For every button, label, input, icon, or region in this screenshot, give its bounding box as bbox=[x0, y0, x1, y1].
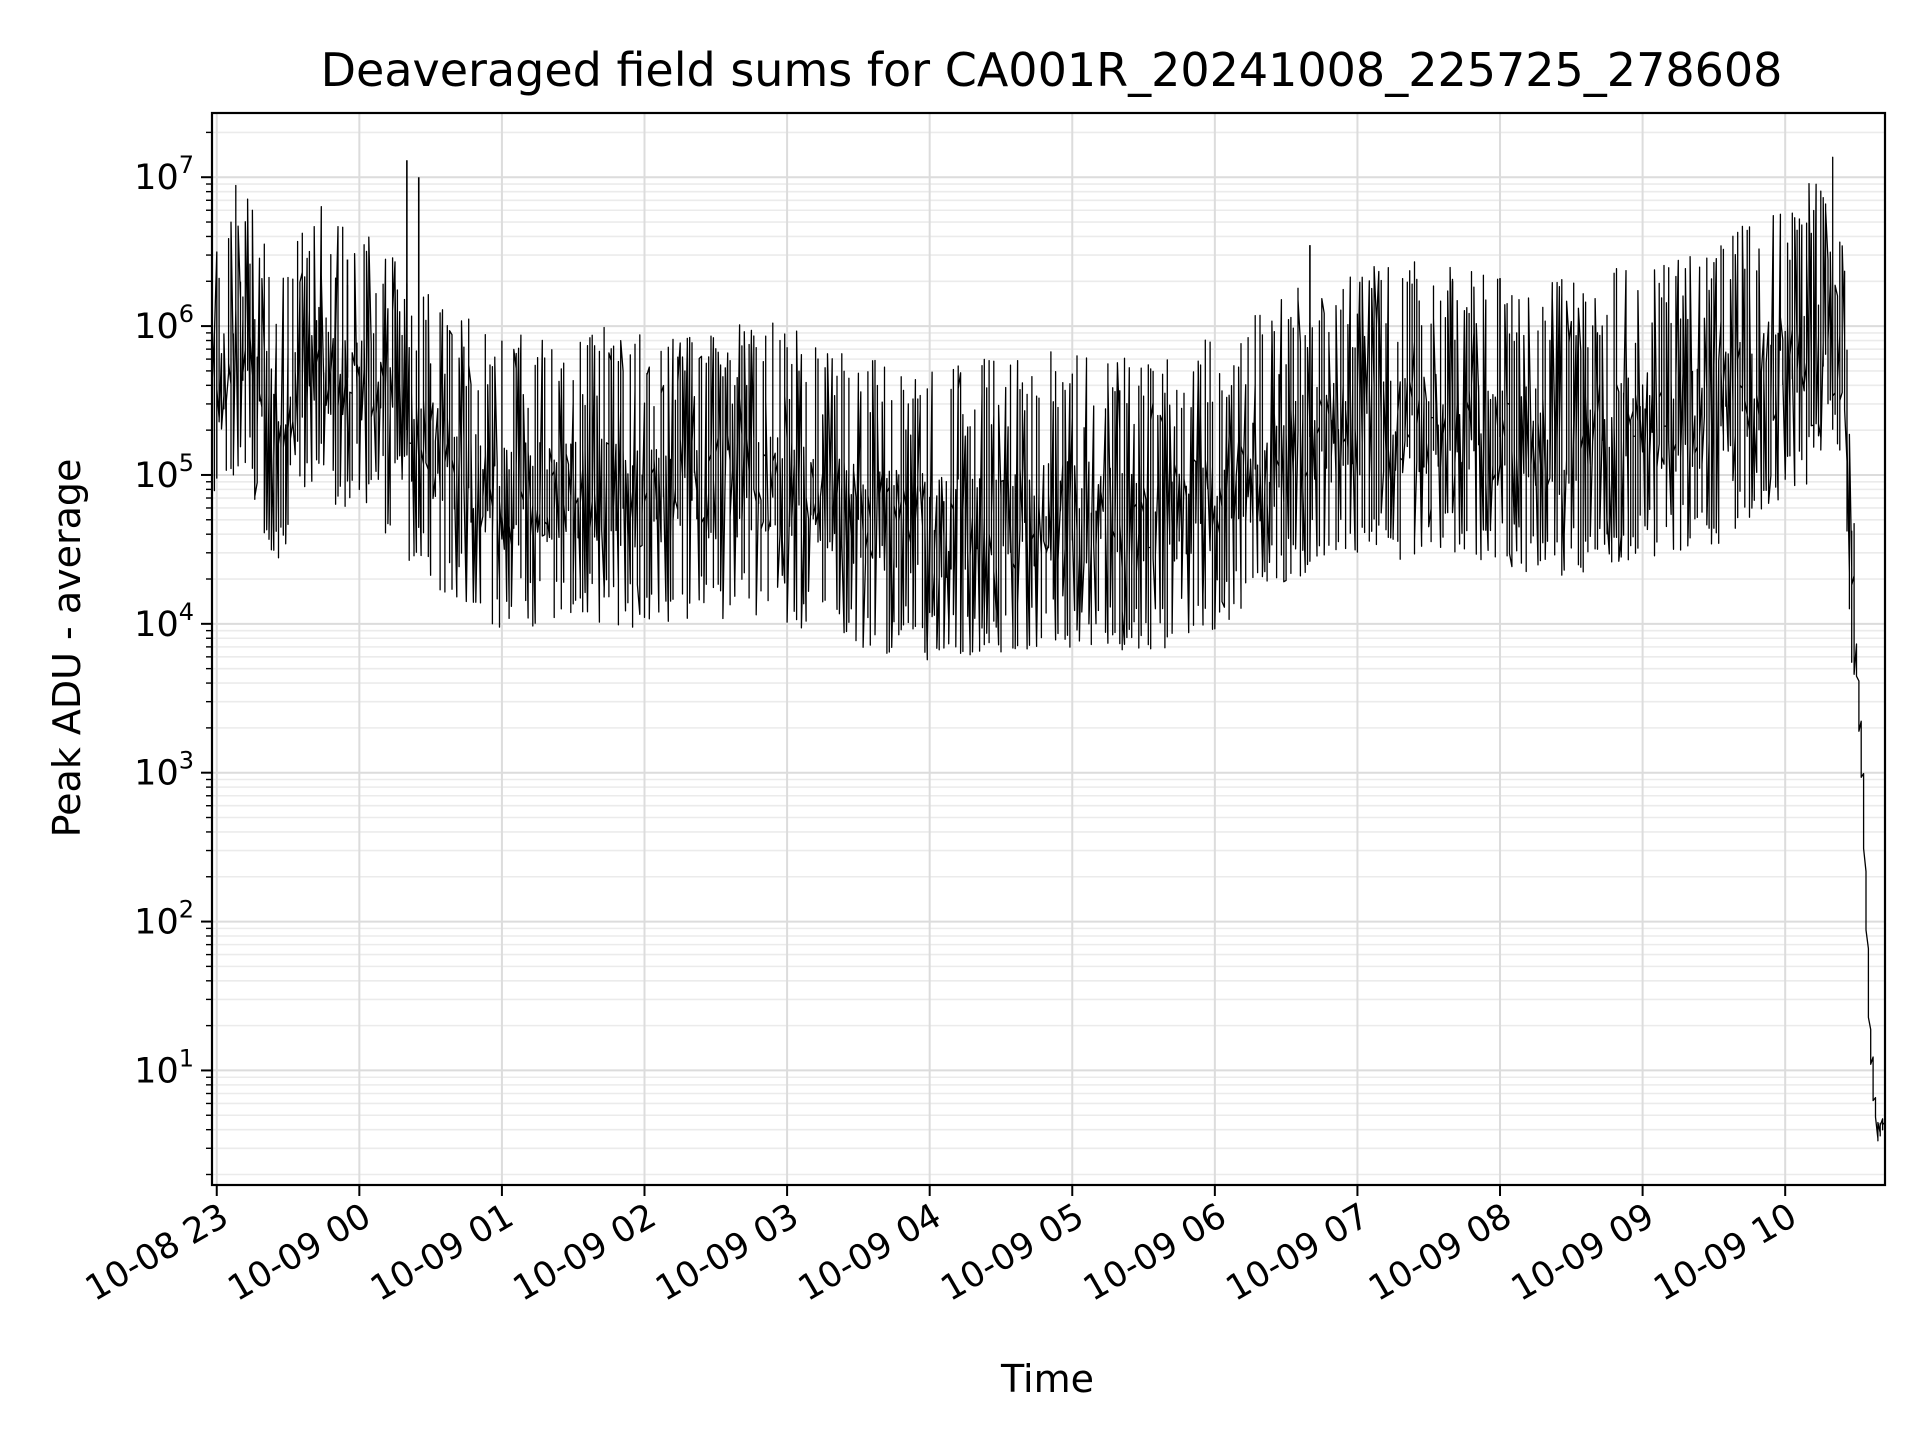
plot-frame bbox=[210, 111, 1887, 1187]
y-tick-label: 103 bbox=[134, 747, 194, 794]
x-axis-label: Time bbox=[1000, 1357, 1094, 1401]
chart-title: Deaveraged field sums for CA001R_2024100… bbox=[321, 43, 1783, 97]
y-tick-label: 101 bbox=[134, 1044, 194, 1091]
series-line-group bbox=[211, 156, 1886, 1142]
y-tick-label: 102 bbox=[134, 896, 194, 943]
y-tick-label: 107 bbox=[134, 151, 194, 198]
y-tick-label: 104 bbox=[134, 598, 194, 645]
series-line bbox=[211, 156, 1886, 1142]
y-axis: 101 102 103 104 105 106 107 bbox=[134, 131, 212, 1176]
grid bbox=[212, 113, 1885, 1185]
y-tick-label: 106 bbox=[134, 300, 194, 347]
y-tick-label: 105 bbox=[134, 449, 194, 496]
y-axis-label: Peak ADU - average bbox=[45, 459, 89, 838]
